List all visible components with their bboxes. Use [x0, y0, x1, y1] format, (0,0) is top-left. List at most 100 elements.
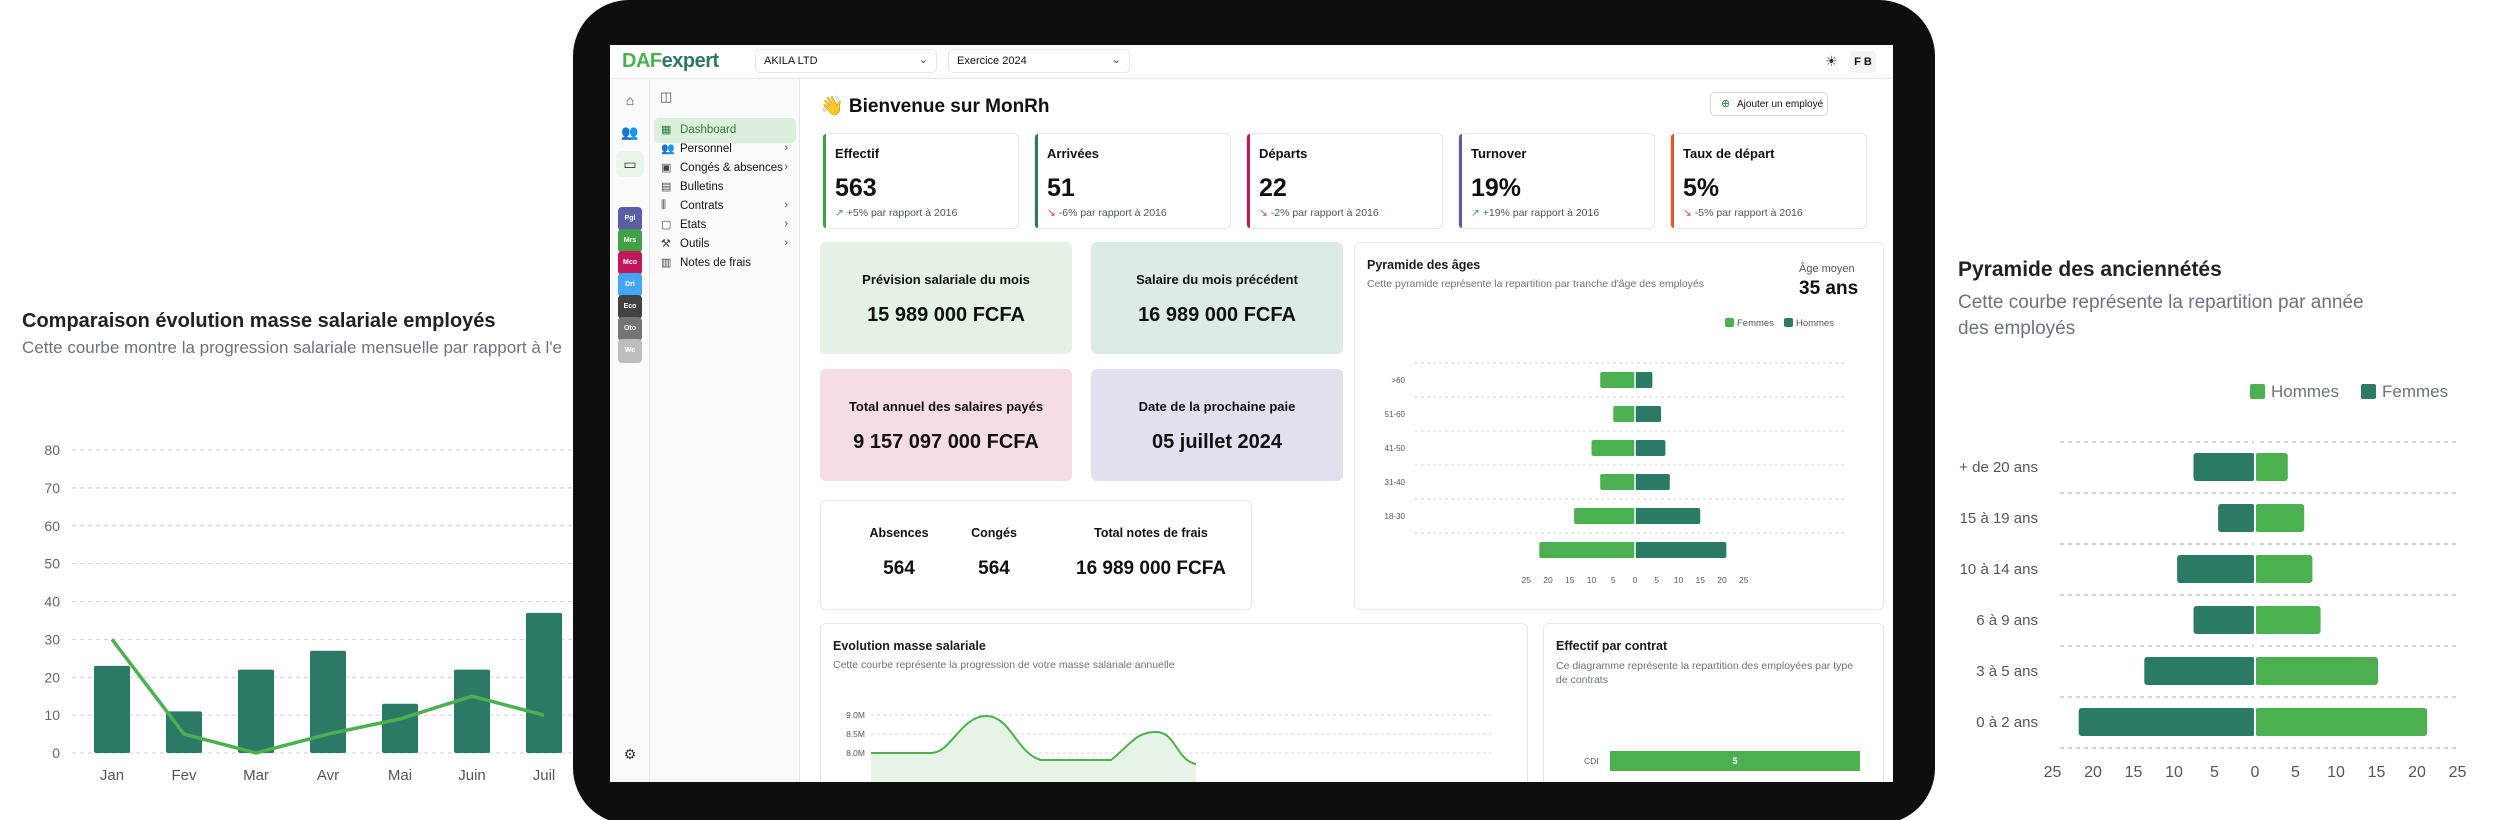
legend-item-femmes[interactable]: Femmes	[2361, 382, 2448, 402]
sidebar-item-0[interactable]: ▦ Dashboard	[654, 118, 796, 143]
x-tick-label: 25	[1522, 575, 1532, 585]
bar-hommes[interactable]	[1635, 406, 1662, 422]
sidebar-item-7[interactable]: ▥ Notes de frais	[654, 251, 796, 276]
bar-hommes[interactable]	[1635, 508, 1701, 524]
icon-rail: ⌂ 👥 ▭ Pgl Mrs Mco Dri Eco Oto Wc ⚙	[610, 79, 650, 782]
settings-icon[interactable]: ⚙	[623, 746, 637, 762]
chevron-down-icon: ⌄	[1111, 54, 1121, 66]
bar-femmes[interactable]	[1539, 542, 1635, 558]
bar[interactable]	[310, 650, 346, 753]
bar-hommes[interactable]	[1635, 440, 1666, 456]
salary-card-label: Date de la prochaine paie	[1138, 399, 1296, 414]
bar[interactable]	[238, 669, 274, 753]
chevron-right-icon: ›	[784, 218, 788, 230]
workspace-badge-5[interactable]: Oto	[618, 317, 642, 341]
workspace-badge-3[interactable]: Dri	[618, 273, 642, 297]
y-tick-label: 50	[44, 556, 60, 572]
workspace-badge-6[interactable]: Wc	[618, 339, 642, 363]
app-logo[interactable]: DAFexpert	[622, 50, 719, 72]
card-icon[interactable]: ▭	[616, 151, 644, 177]
theme-toggle-icon[interactable]: ☀	[1825, 53, 1838, 69]
left-chart-title: Comparaison évolution masse salariale em…	[22, 310, 496, 332]
salary-card-3[interactable]: Date de la prochaine paie 05 juillet 202…	[1091, 369, 1343, 481]
x-tick-label: 10	[2165, 764, 2183, 781]
bar-femmes[interactable]	[2193, 453, 2256, 481]
salary-card-0[interactable]: Prévision salariale du mois 15 989 000 F…	[820, 242, 1072, 354]
bar-femmes[interactable]	[2218, 504, 2255, 532]
workspace-badge-2[interactable]: Mco	[618, 251, 642, 275]
bar-femmes[interactable]	[1591, 440, 1636, 456]
kpi-card-3[interactable]: Turnover 19% ↗ +19% par rapport à 2016	[1458, 133, 1655, 229]
bar-femmes[interactable]	[2144, 657, 2255, 685]
bar-hommes[interactable]	[2255, 657, 2378, 685]
bar[interactable]	[94, 665, 130, 753]
add-employee-button[interactable]: ⊕ Ajouter un employé	[1710, 92, 1828, 116]
users-icon[interactable]: 👥	[621, 124, 639, 140]
x-tick-label: Mai	[388, 767, 412, 784]
bar-hommes[interactable]	[2255, 555, 2313, 583]
bar-hommes[interactable]	[1635, 372, 1653, 388]
salary-card-1[interactable]: Salaire du mois précédent 16 989 000 FCF…	[1091, 242, 1343, 354]
contract-bar[interactable]: 5	[1610, 751, 1860, 771]
trend-arrow-icon: ↘	[1047, 207, 1056, 219]
sidebar-item-3[interactable]: ▤ Bulletins	[654, 175, 796, 200]
sidebar-item-label: Personnel	[680, 143, 732, 155]
salary-card-value: 16 989 000 FCFA	[1138, 304, 1296, 326]
bar-hommes[interactable]	[2255, 504, 2305, 532]
x-tick-label: 5	[2291, 764, 2300, 781]
y-tick-label: 30	[44, 631, 60, 647]
salary-evolution-card: Evolution masse salariale Cette courbe r…	[820, 623, 1528, 782]
x-tick-label: 15	[2125, 764, 2143, 781]
salary-card-2[interactable]: Total annuel des salaires payés 9 157 09…	[820, 369, 1072, 481]
legend-item-hommes[interactable]: Hommes	[1783, 318, 1834, 329]
workspace-badge-0[interactable]: Pgl	[618, 207, 642, 231]
bar[interactable]	[526, 612, 562, 753]
kpi-change: ↘ -2% par rapport à 2016	[1259, 207, 1379, 219]
x-tick-label: 5	[1654, 575, 1659, 585]
x-tick-label: 15	[2368, 764, 2386, 781]
sidebar-toggle-icon[interactable]: ◫	[660, 89, 673, 104]
legend-item-femmes[interactable]: Femmes	[1725, 318, 1774, 329]
bar-hommes[interactable]	[1635, 542, 1727, 558]
workspace-badge-1[interactable]: Mrs	[618, 229, 642, 253]
bar[interactable]	[454, 669, 490, 753]
bar-femmes[interactable]	[2177, 555, 2255, 583]
bar-femmes[interactable]	[1613, 406, 1635, 422]
kpi-card-4[interactable]: Taux de départ 5% ↘ -5% par rapport à 20…	[1670, 133, 1867, 229]
chevron-right-icon: ›	[784, 199, 788, 211]
sidebar-item-label: Contrats	[680, 200, 724, 212]
x-tick-label: 5	[2210, 764, 2219, 781]
bar[interactable]	[382, 703, 418, 753]
user-avatar[interactable]: F B	[1850, 51, 1876, 73]
sidebar-item-6[interactable]: ⚒ Outils ›	[654, 232, 796, 257]
bar-femmes[interactable]	[1574, 508, 1635, 524]
sidebar-item-2[interactable]: ▣ Congés & absences ›	[654, 156, 796, 181]
workspace-badge-4[interactable]: Eco	[618, 295, 642, 319]
sidebar-item-1[interactable]: 👥 Personnel ›	[654, 137, 796, 162]
x-tick-label: 20	[1717, 575, 1727, 585]
year-select[interactable]: Exercice 2024 ⌄	[948, 49, 1130, 73]
y-tick-label: 0 à 2 ans	[1976, 714, 2038, 731]
bar-hommes[interactable]	[1635, 474, 1670, 490]
bar-femmes[interactable]	[2078, 708, 2255, 736]
y-tick-label: 0	[52, 745, 60, 761]
x-tick-label: Fev	[171, 767, 197, 784]
kpi-card-1[interactable]: Arrivées 51 ↘ -6% par rapport à 2016	[1034, 133, 1231, 229]
bar-femmes[interactable]	[1600, 474, 1635, 490]
salary-evolution-subtitle: Cette courbe représente la progression d…	[833, 659, 1175, 671]
sidebar-item-5[interactable]: ▢ Etats ›	[654, 213, 796, 238]
bar-femmes[interactable]	[1600, 372, 1635, 388]
sidebar-item-4[interactable]: ⫼ Contrats ›	[654, 194, 796, 219]
bar-femmes[interactable]	[2193, 606, 2256, 634]
legend-item-hommes[interactable]: Hommes	[2250, 382, 2339, 402]
company-select[interactable]: AKILA LTD ⌄	[755, 49, 937, 73]
kpi-card-2[interactable]: Départs 22 ↘ -2% par rapport à 2016	[1246, 133, 1443, 229]
bar-hommes[interactable]	[2255, 453, 2288, 481]
sidebar-item-label: Bulletins	[680, 181, 724, 193]
x-tick-label: 25	[1739, 575, 1749, 585]
bar-hommes[interactable]	[2255, 606, 2321, 634]
kpi-accent-bar	[1459, 134, 1462, 228]
kpi-card-0[interactable]: Effectif 563 ↗ +5% par rapport à 2016	[822, 133, 1019, 229]
bar-hommes[interactable]	[2255, 708, 2428, 736]
home-icon[interactable]: ⌂	[625, 92, 635, 108]
